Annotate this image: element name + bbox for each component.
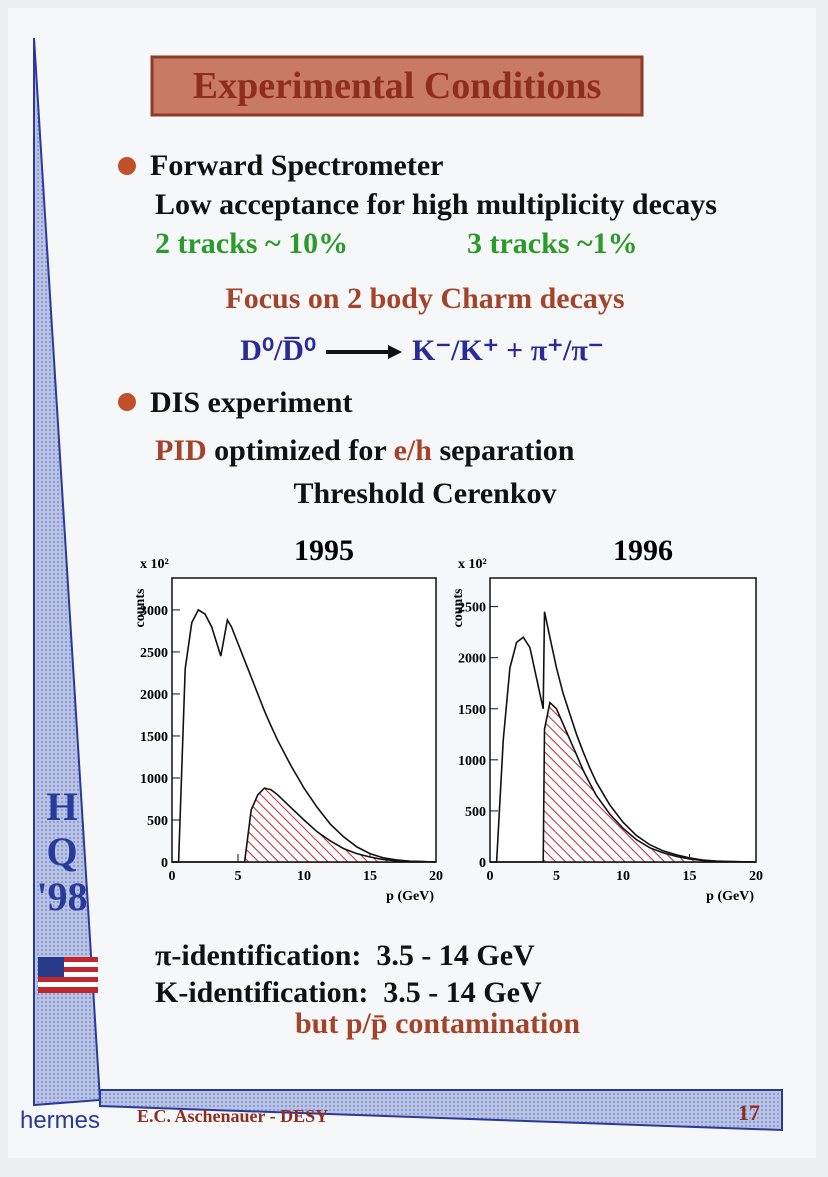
text-line: Threshold Cerenkov bbox=[293, 477, 556, 510]
x-tick-label: 15 bbox=[363, 869, 377, 884]
y-axis-label: counts bbox=[133, 588, 148, 627]
histogram-line bbox=[490, 611, 757, 863]
x-tick-label: 10 bbox=[297, 869, 311, 884]
y-tick-label: 500 bbox=[147, 814, 168, 829]
text-line: PID optimized for e/h separation bbox=[155, 434, 575, 467]
page-number: 17 bbox=[738, 1100, 760, 1125]
y-axis-label: counts bbox=[451, 588, 466, 627]
text-line: 2 tracks ~ 10% bbox=[155, 227, 348, 260]
plot-frame bbox=[171, 577, 437, 863]
side-triangle bbox=[33, 37, 102, 1107]
side-letter: H bbox=[46, 784, 77, 829]
y-tick-label: 1000 bbox=[458, 754, 486, 769]
y-tick-label: 1500 bbox=[140, 730, 168, 745]
decay-rhs: K⁻/K⁺ + π⁺/π⁻ bbox=[412, 334, 604, 367]
y-tick-label: 2000 bbox=[458, 652, 486, 667]
decay-lhs: D⁰/D̅⁰ bbox=[240, 334, 316, 367]
y-tick-label: 500 bbox=[465, 805, 486, 820]
y-tick-label: 1500 bbox=[458, 703, 486, 718]
text-line: K-identification: 3.5 - 14 GeV bbox=[155, 976, 542, 1009]
hatched-area bbox=[490, 701, 757, 863]
bullet bbox=[118, 393, 136, 411]
arrow-head bbox=[388, 345, 402, 359]
text-line: 3 tracks ~1% bbox=[467, 227, 638, 260]
bullet-text: DIS experiment bbox=[150, 386, 352, 419]
text-line: but p/p̄ contamination bbox=[295, 1007, 580, 1040]
footer-band bbox=[99, 1089, 783, 1132]
flag bbox=[38, 957, 98, 993]
x-tick-label: 10 bbox=[616, 869, 630, 884]
bullet-text: Forward Spectrometer bbox=[150, 149, 444, 182]
x-tick-label: 5 bbox=[553, 869, 560, 884]
y-multiplier: x 10² bbox=[140, 557, 169, 572]
side-letter: '98 bbox=[36, 874, 87, 919]
text-part: PID bbox=[155, 434, 207, 467]
x-tick-label: 0 bbox=[169, 869, 176, 884]
slide-title: Experimental Conditions bbox=[193, 65, 602, 107]
histogram-line bbox=[172, 608, 437, 863]
x-tick-label: 20 bbox=[429, 869, 443, 884]
hatched-area bbox=[172, 787, 437, 863]
x-axis-label: p (GeV) bbox=[706, 889, 754, 904]
y-tick-label: 1000 bbox=[140, 772, 168, 787]
text-part: e/h bbox=[394, 434, 433, 467]
chart-title: 1995 bbox=[294, 534, 354, 567]
x-tick-label: 15 bbox=[683, 869, 697, 884]
title-box bbox=[150, 55, 644, 117]
y-tick-label: 0 bbox=[161, 856, 168, 871]
x-axis-label: p (GeV) bbox=[386, 889, 434, 904]
y-tick-label: 2500 bbox=[140, 646, 168, 661]
text-line: Focus on 2 body Charm decays bbox=[225, 282, 624, 315]
y-multiplier: x 10² bbox=[458, 557, 487, 572]
text-line: Low acceptance for high multiplicity dec… bbox=[155, 188, 717, 221]
x-tick-label: 5 bbox=[235, 869, 242, 884]
y-tick-label: 3000 bbox=[140, 604, 168, 619]
x-tick-label: 0 bbox=[487, 869, 494, 884]
logo: hermes bbox=[20, 1107, 100, 1134]
text-part: separation bbox=[432, 434, 575, 467]
y-tick-label: 0 bbox=[479, 856, 486, 871]
side-letter: Q bbox=[46, 829, 77, 874]
bullet bbox=[118, 157, 136, 175]
chart-title: 1996 bbox=[613, 534, 673, 567]
footer: E.C. Aschenauer - DESY bbox=[137, 1106, 328, 1126]
plot-frame bbox=[489, 577, 757, 863]
y-tick-label: 2000 bbox=[140, 688, 168, 703]
text-part: optimized for bbox=[207, 434, 394, 467]
x-tick-label: 20 bbox=[749, 869, 763, 884]
text-line: π-identification: 3.5 - 14 GeV bbox=[155, 939, 535, 972]
y-tick-label: 2500 bbox=[458, 601, 486, 616]
